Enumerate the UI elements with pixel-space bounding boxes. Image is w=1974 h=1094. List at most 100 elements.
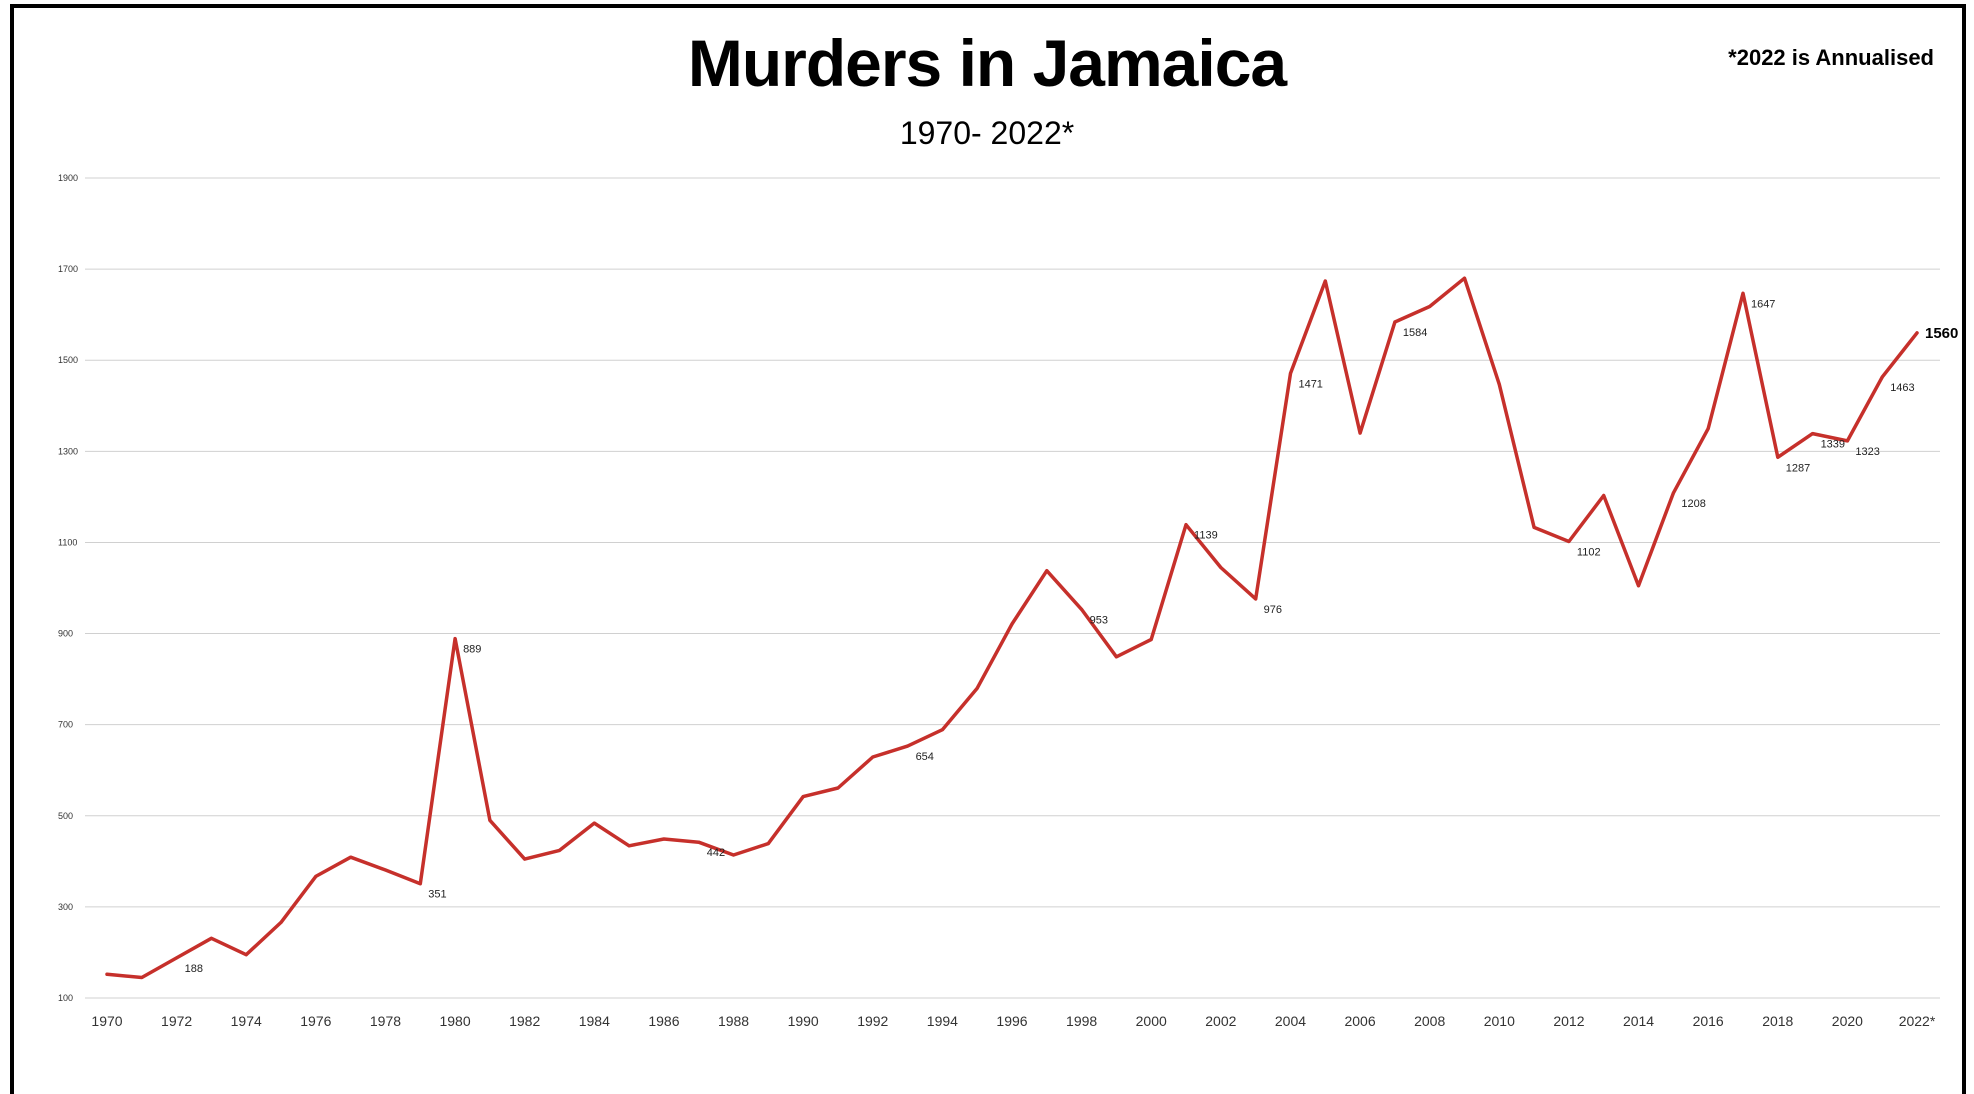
data-point bbox=[349, 855, 353, 859]
data-point bbox=[592, 821, 596, 825]
data-label: 1560 bbox=[1925, 325, 1958, 342]
data-label: 1287 bbox=[1786, 462, 1810, 474]
data-label: 1463 bbox=[1890, 382, 1914, 394]
data-point bbox=[383, 868, 387, 872]
data-point bbox=[1706, 427, 1710, 431]
data-label: 1139 bbox=[1194, 530, 1218, 542]
data-label: 976 bbox=[1264, 604, 1282, 616]
data-point bbox=[1637, 584, 1641, 588]
x-tick-label: 1998 bbox=[1066, 1013, 1097, 1029]
x-tick-label: 1978 bbox=[370, 1013, 401, 1029]
x-tick-label: 2008 bbox=[1414, 1013, 1445, 1029]
chart-subtitle: 1970- 2022* bbox=[899, 115, 1075, 151]
x-tick-label: 2014 bbox=[1623, 1013, 1654, 1029]
data-point bbox=[906, 744, 910, 748]
data-point bbox=[1114, 655, 1118, 659]
data-label: 1647 bbox=[1751, 298, 1775, 310]
data-point bbox=[244, 953, 248, 957]
data-point bbox=[940, 728, 944, 732]
chart-frame bbox=[10, 4, 1966, 1094]
data-point bbox=[871, 755, 875, 759]
data-point bbox=[558, 848, 561, 852]
data-point bbox=[1463, 276, 1466, 280]
x-tick-label: 2010 bbox=[1484, 1013, 1515, 1029]
data-point bbox=[1497, 382, 1501, 386]
data-label: 1584 bbox=[1403, 327, 1427, 339]
data-point bbox=[314, 874, 318, 878]
data-point bbox=[1880, 375, 1884, 379]
x-tick-label: 2016 bbox=[1693, 1013, 1724, 1029]
data-point bbox=[1219, 566, 1223, 569]
x-tick-label: 1974 bbox=[231, 1013, 262, 1029]
data-label: 1323 bbox=[1855, 446, 1879, 458]
data-point bbox=[697, 840, 701, 844]
data-point bbox=[1010, 622, 1014, 626]
series-line bbox=[105, 276, 1919, 980]
data-point bbox=[836, 786, 840, 790]
x-tick-label: 1996 bbox=[996, 1013, 1027, 1029]
data-point bbox=[1045, 569, 1049, 573]
annualised-note: *2022 is Annualised bbox=[1728, 45, 1934, 70]
data-label: 1102 bbox=[1577, 547, 1601, 559]
x-tick-label: 2012 bbox=[1553, 1013, 1584, 1029]
y-tick-label: 1100 bbox=[58, 537, 77, 547]
x-tick-label: 1986 bbox=[648, 1013, 679, 1029]
y-tick-label: 500 bbox=[58, 811, 73, 821]
x-tick-label: 1976 bbox=[300, 1013, 331, 1029]
data-point bbox=[975, 686, 979, 690]
data-point bbox=[1915, 331, 1919, 335]
data-point bbox=[662, 837, 666, 841]
data-point bbox=[1428, 304, 1432, 308]
data-point bbox=[1288, 371, 1292, 375]
data-point bbox=[1845, 439, 1849, 443]
data-label: 889 bbox=[463, 644, 481, 656]
data-point bbox=[209, 936, 213, 940]
x-tick-label: 2004 bbox=[1275, 1013, 1306, 1029]
x-tick-label: 2022* bbox=[1899, 1013, 1936, 1029]
data-label: 654 bbox=[916, 751, 934, 763]
data-point bbox=[1776, 455, 1780, 459]
data-label: 188 bbox=[185, 963, 203, 975]
x-tick-label: 1972 bbox=[161, 1013, 192, 1029]
data-point bbox=[1671, 491, 1675, 495]
data-point bbox=[523, 857, 527, 861]
data-point bbox=[801, 795, 805, 799]
x-tick-label: 1992 bbox=[857, 1013, 888, 1029]
x-tick-label: 2000 bbox=[1136, 1013, 1167, 1029]
x-tick-label: 1988 bbox=[718, 1013, 749, 1029]
y-tick-label: 1900 bbox=[58, 173, 78, 183]
data-point bbox=[1254, 597, 1258, 601]
x-tick-label: 1990 bbox=[788, 1013, 819, 1029]
data-point bbox=[1080, 607, 1084, 611]
data-point bbox=[1393, 320, 1397, 324]
x-tick-label: 1984 bbox=[579, 1013, 610, 1029]
x-tick-label: 2006 bbox=[1344, 1013, 1375, 1029]
data-point bbox=[1323, 279, 1327, 283]
data-label: 953 bbox=[1090, 614, 1108, 626]
data-point bbox=[627, 844, 631, 848]
data-label: 1471 bbox=[1298, 378, 1322, 390]
x-tick-label: 1980 bbox=[439, 1013, 470, 1029]
data-point bbox=[105, 972, 109, 976]
data-label: 351 bbox=[428, 889, 446, 901]
data-point bbox=[766, 842, 770, 846]
data-point bbox=[1358, 431, 1362, 435]
y-tick-label: 900 bbox=[58, 629, 73, 639]
y-tick-label: 300 bbox=[58, 902, 73, 912]
x-tick-label: 2020 bbox=[1832, 1013, 1863, 1029]
x-tick-label: 1982 bbox=[509, 1013, 540, 1029]
x-tick-label: 2018 bbox=[1762, 1013, 1793, 1029]
x-tick-label: 1994 bbox=[927, 1013, 958, 1029]
y-tick-label: 700 bbox=[58, 720, 73, 730]
data-point bbox=[1602, 494, 1606, 498]
data-point bbox=[418, 882, 422, 886]
data-label: 1208 bbox=[1681, 498, 1705, 510]
data-point bbox=[1567, 540, 1571, 544]
data-label: 1339 bbox=[1821, 439, 1845, 451]
data-point bbox=[1811, 432, 1815, 436]
data-point bbox=[1184, 523, 1188, 527]
y-tick-label: 1500 bbox=[58, 355, 78, 365]
data-point bbox=[140, 976, 144, 979]
data-label: 442 bbox=[707, 847, 725, 859]
x-tick-label: 2002 bbox=[1205, 1013, 1236, 1029]
